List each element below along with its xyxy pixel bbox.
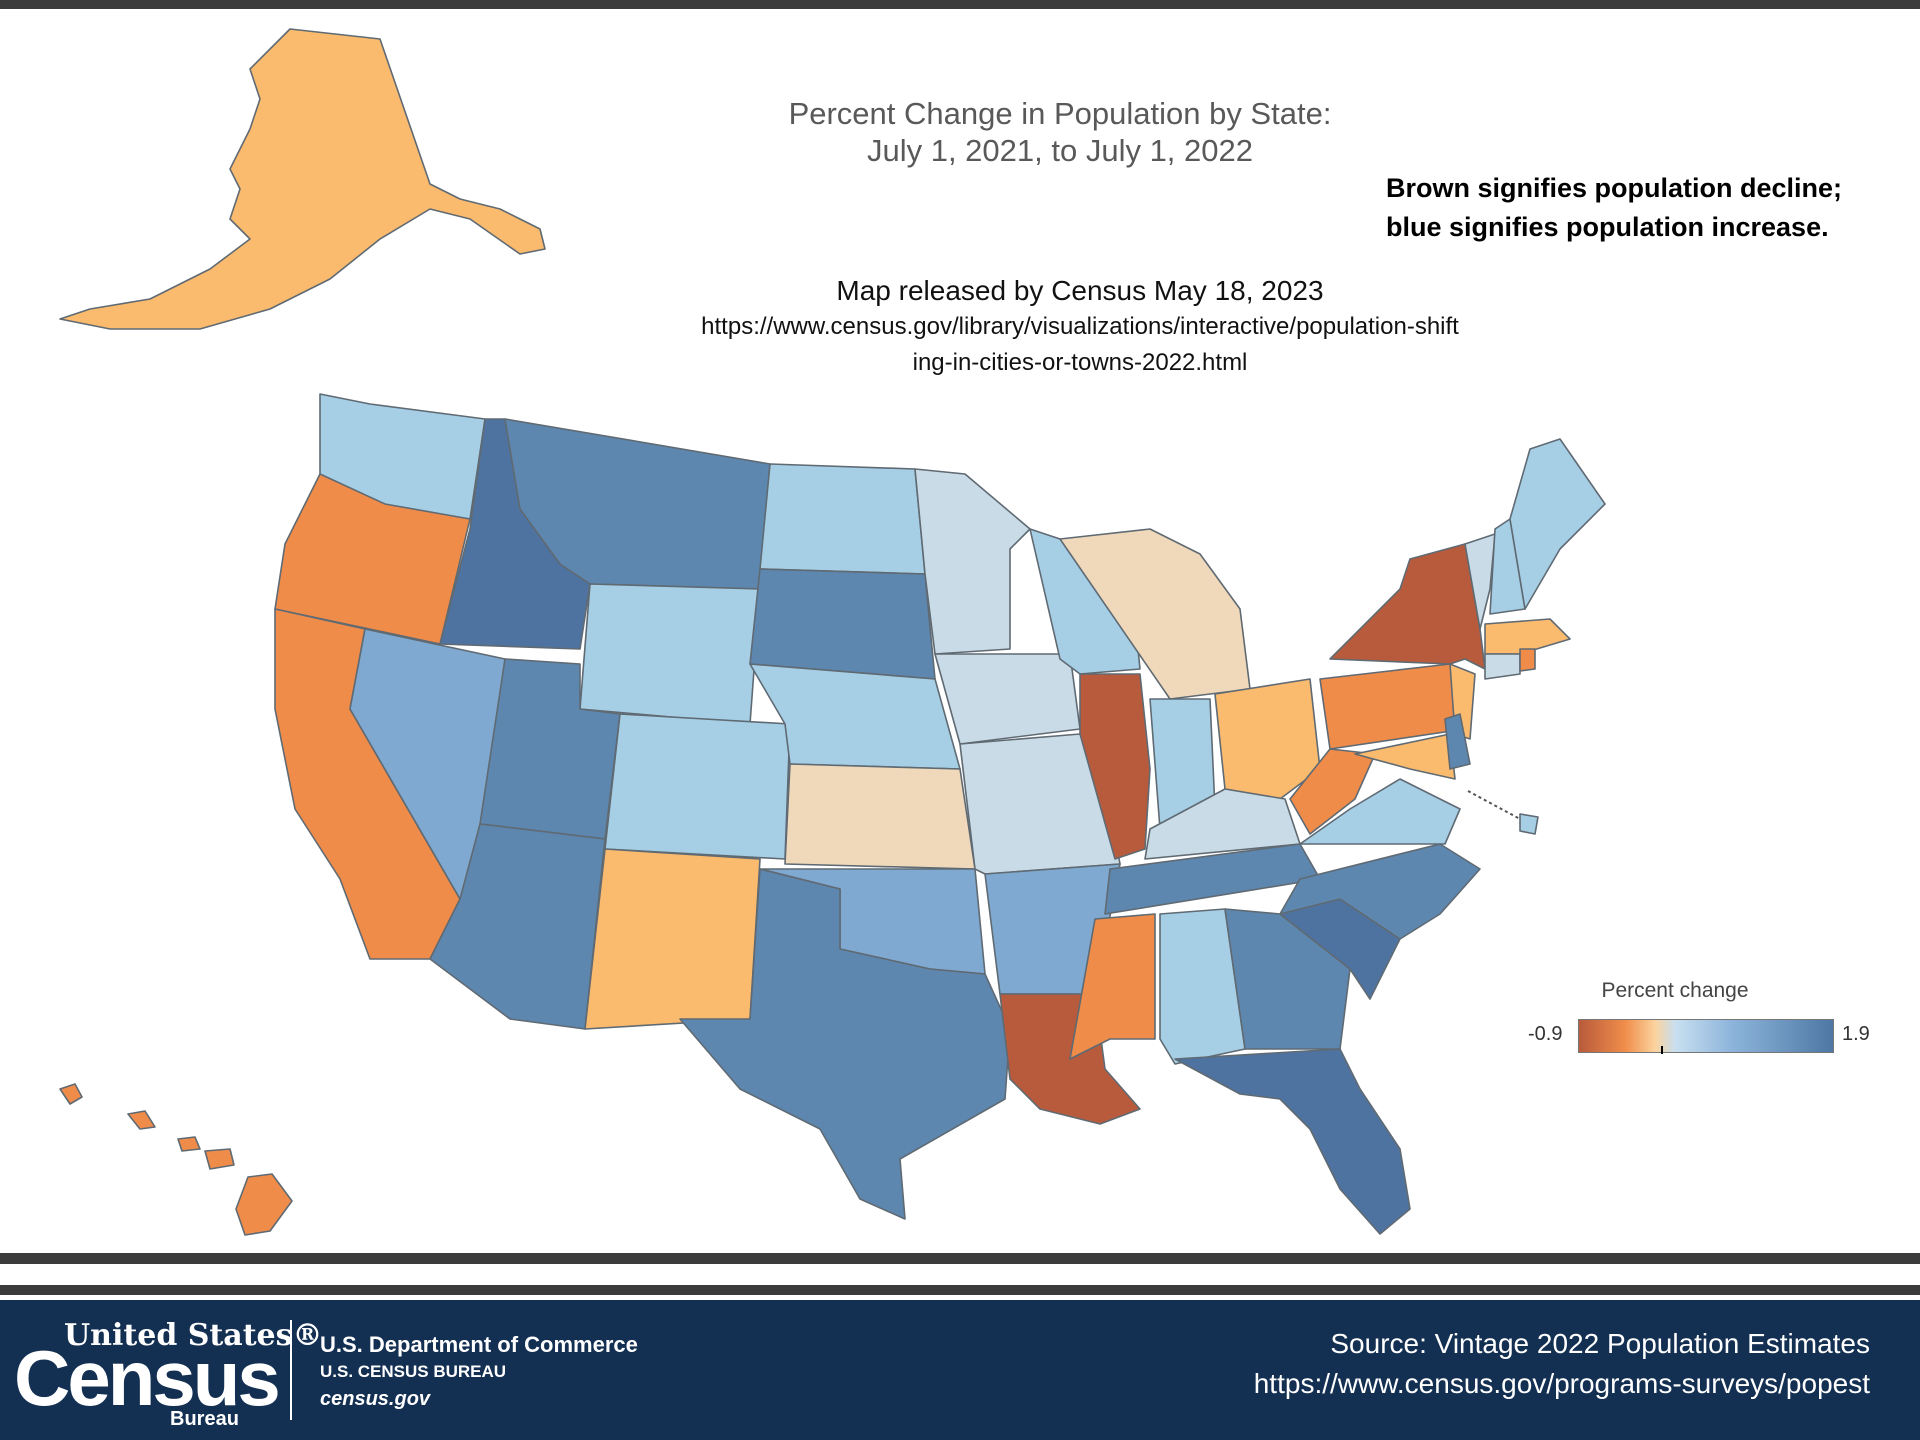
state-west-virginia[interactable] (1289, 748, 1376, 835)
state-north-dakota[interactable] (759, 463, 926, 575)
state-maryland[interactable] (1354, 733, 1456, 780)
legend-color-bar (1578, 1019, 1834, 1054)
state-virginia[interactable] (1299, 778, 1461, 845)
logo-divider (290, 1320, 292, 1420)
state-mississippi[interactable] (1069, 913, 1156, 1060)
logo-bureau: Bureau (170, 1408, 239, 1430)
state-kentucky[interactable] (1144, 788, 1301, 860)
state-new-york[interactable] (1329, 543, 1486, 670)
state-colorado[interactable] (604, 713, 791, 860)
state-illinois[interactable] (1079, 673, 1151, 860)
state-kansas[interactable] (784, 763, 976, 870)
state-dc-callout[interactable] (1519, 813, 1539, 835)
state-hawaii-5[interactable] (235, 1173, 293, 1236)
state-texas[interactable] (679, 868, 1011, 1220)
state-new-mexico[interactable] (584, 848, 761, 1030)
logo-census[interactable]: Census (14, 1334, 281, 1422)
source-url[interactable]: https://www.census.gov/programs-surveys/… (1253, 1368, 1870, 1399)
contiguous-states (274, 393, 1606, 1235)
title-line-1: Percent Change in Population by State: (788, 96, 1332, 131)
state-hawaii-1[interactable] (59, 1083, 83, 1105)
note-line-1: Brown signifies population decline; (1386, 173, 1843, 203)
dc-leader-line (1467, 790, 1521, 820)
bureau-name: U.S. CENSUS BUREAU (320, 1362, 507, 1381)
release-text: Map released by Census May 18, 2023 (836, 275, 1324, 306)
state-massachusetts[interactable] (1484, 618, 1571, 655)
footer-rule-bottom (0, 1285, 1920, 1295)
release-url[interactable]: https://www.census.gov/library/visualiza… (701, 313, 1459, 376)
state-rhode-island[interactable] (1519, 648, 1536, 672)
state-wyoming[interactable] (579, 583, 761, 725)
legend-max-label: 1.9 (1842, 1023, 1870, 1045)
alaska-group (59, 28, 546, 330)
color-note: Brown signifies population decline; blue… (1386, 169, 1886, 247)
state-hawaii-4[interactable] (204, 1148, 235, 1170)
state-florida[interactable] (1174, 1048, 1411, 1235)
state-iowa[interactable] (934, 653, 1081, 745)
logo-united-states: United States® (64, 1318, 323, 1353)
state-vermont[interactable] (1464, 533, 1496, 630)
us-state-map (59, 28, 1606, 1236)
footer-bar: United States® Census Bureau U.S. Depart… (0, 1300, 1920, 1440)
map-area: Percent Change in Population by State: J… (0, 9, 1920, 1253)
top-rule (0, 0, 1920, 9)
state-georgia[interactable] (1224, 908, 1351, 1050)
state-connecticut[interactable] (1484, 653, 1521, 680)
state-delaware[interactable] (1444, 713, 1471, 770)
hawaii-group (59, 1083, 293, 1236)
state-maine[interactable] (1509, 438, 1606, 610)
legend-title: Percent change (1601, 979, 1749, 1002)
source-text: Source: Vintage 2022 Population Estimate… (1330, 1328, 1870, 1359)
footer-rule-top (0, 1253, 1920, 1264)
state-ohio[interactable] (1214, 678, 1321, 800)
legend-zero-tick (1661, 1046, 1663, 1054)
state-hawaii-3[interactable] (177, 1136, 201, 1152)
map-title: Percent Change in Population by State: J… (650, 95, 1470, 169)
website-link[interactable]: census.gov (320, 1388, 431, 1410)
state-south-dakota[interactable] (749, 568, 936, 680)
title-line-2: July 1, 2021, to July 1, 2022 (866, 133, 1254, 168)
state-alaska[interactable] (59, 28, 546, 330)
state-minnesota[interactable] (914, 468, 1031, 655)
note-line-2: blue signifies population increase. (1386, 212, 1829, 242)
state-arizona[interactable] (429, 823, 606, 1030)
legend-min-label: -0.9 (1528, 1023, 1563, 1045)
legend: Percent change -0.9 1.9 (1520, 979, 1900, 1059)
state-north-carolina[interactable] (1279, 843, 1481, 940)
state-hawaii-2[interactable] (127, 1110, 156, 1130)
department-name: U.S. Department of Commerce (320, 1332, 638, 1357)
